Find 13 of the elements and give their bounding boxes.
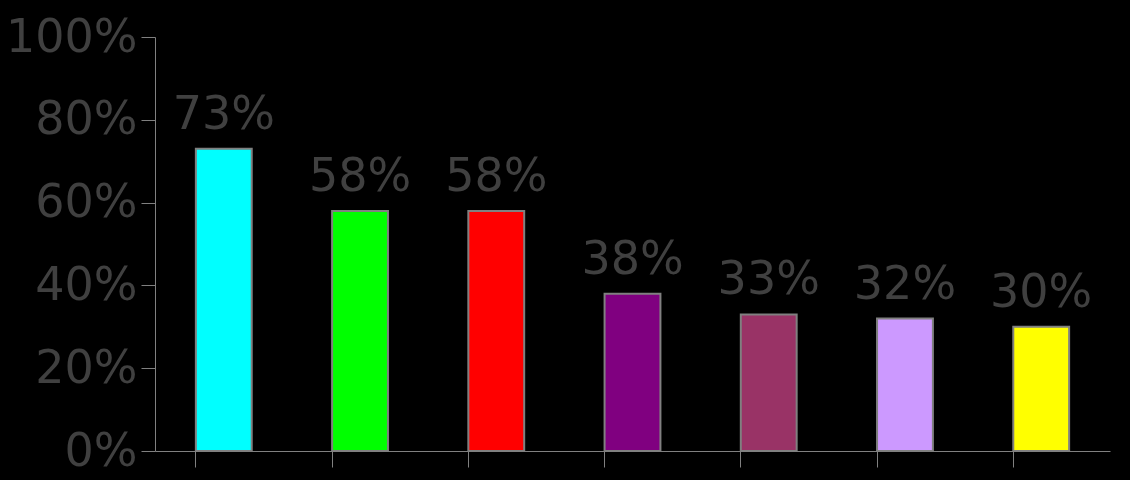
data-label: 33% [717, 251, 820, 306]
data-label: 73% [172, 85, 275, 140]
y-tick-label: 20% [35, 339, 138, 394]
data-label: 30% [990, 263, 1093, 318]
y-tick-label: 80% [35, 91, 138, 146]
data-label: 58% [445, 147, 548, 202]
y-tick-label: 60% [35, 174, 138, 229]
data-label: 58% [308, 147, 412, 202]
data-label: 32% [853, 255, 957, 310]
y-tick-label: 40% [35, 256, 138, 311]
data-label: 38% [581, 230, 684, 285]
y-tick-label: 0% [64, 422, 138, 477]
y-tick-label: 100% [5, 8, 138, 63]
